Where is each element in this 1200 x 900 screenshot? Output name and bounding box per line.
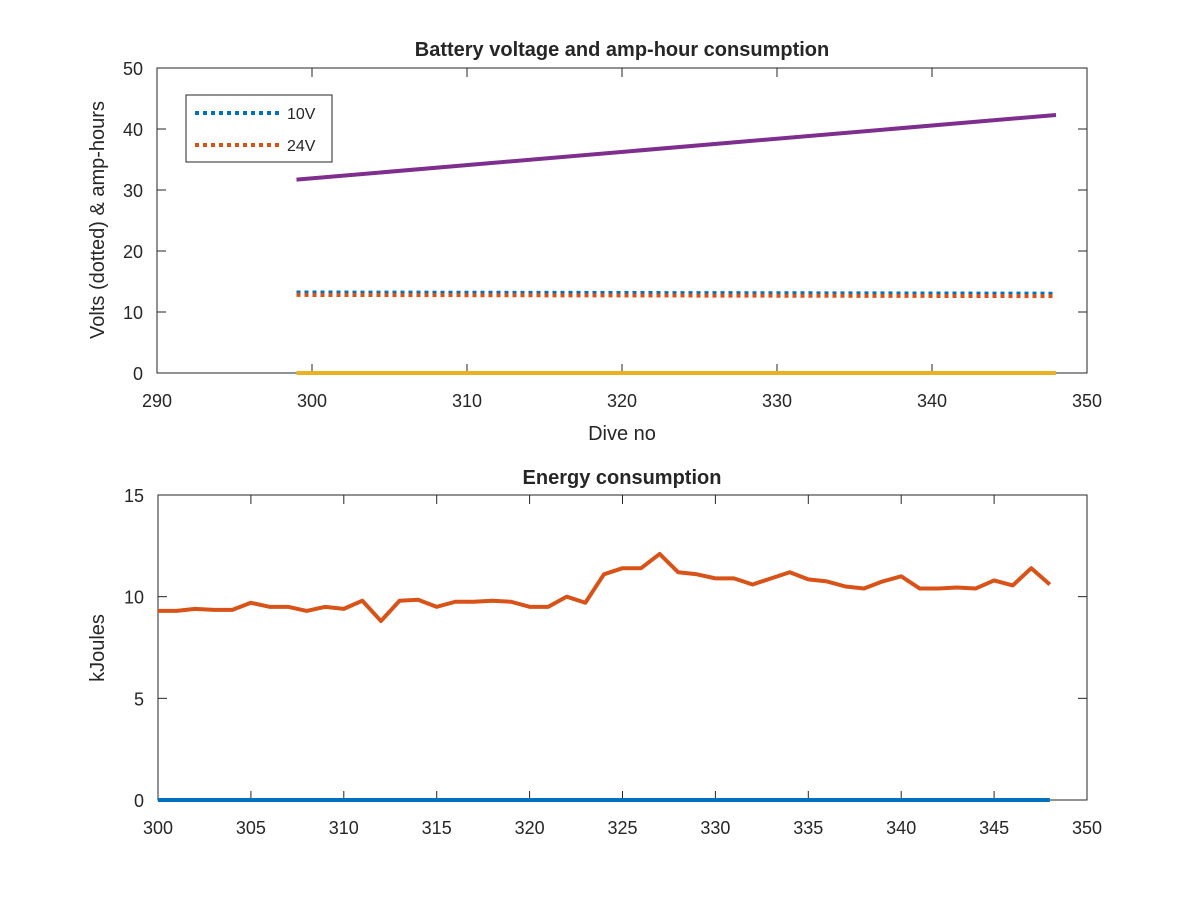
voltage-y-tick-label: 30 xyxy=(123,181,143,201)
energy-x-tick-label: 325 xyxy=(607,818,637,838)
energy-x-tick-label: 345 xyxy=(979,818,1009,838)
energy-series-line-1 xyxy=(158,551,1052,624)
voltage-x-tick-label: 310 xyxy=(452,391,482,411)
voltage-chart-y-axis-label: Volts (dotted) & amp-hours xyxy=(87,101,109,339)
energy-chart: 300 305 310 315 320 325 330 335 340 345 350051015 … xyxy=(87,467,1102,838)
voltage-y-tick-label: 40 xyxy=(123,120,143,140)
energy-y-tick-label: 5 xyxy=(134,689,144,709)
voltage-series-line-3 xyxy=(296,112,1057,182)
voltage-x-tick-label: 290 xyxy=(142,391,172,411)
voltage-x-tick-label: 330 xyxy=(762,391,792,411)
energy-chart-axes-box xyxy=(157,494,1088,801)
energy-x-tick-label: 300 xyxy=(143,818,173,838)
voltage-y-tick-label: 0 xyxy=(133,364,143,384)
voltage-chart-series xyxy=(296,112,1057,375)
voltage-series-line-10v xyxy=(296,290,1057,296)
voltage-y-tick-label: 20 xyxy=(123,242,143,262)
voltage-chart-title: Battery voltage and amp-hour consumption xyxy=(415,39,829,61)
energy-x-tick-label: 340 xyxy=(886,818,916,838)
energy-chart-title: Energy consumption xyxy=(523,467,722,489)
voltage-x-tick-label: 320 xyxy=(607,391,637,411)
legend-label-24v: 24V xyxy=(287,138,316,155)
voltage-y-tick-label: 50 xyxy=(123,59,143,79)
energy-x-tick-label: 350 xyxy=(1072,818,1102,838)
energy-x-tick-label: 320 xyxy=(515,818,545,838)
voltage-chart-x-axis-label: Dive no xyxy=(588,423,656,445)
energy-x-tick-label: 305 xyxy=(236,818,266,838)
energy-y-tick-label: 10 xyxy=(124,588,144,608)
energy-x-tick-label: 315 xyxy=(422,818,452,838)
energy-y-tick-label: 0 xyxy=(134,791,144,811)
voltage-y-tick-label: 10 xyxy=(123,303,143,323)
legend-label-10v: 10V xyxy=(287,106,316,123)
voltage-x-tick-label: 340 xyxy=(917,391,947,411)
energy-x-tick-label: 330 xyxy=(700,818,730,838)
voltage-chart-legend: 10V 24V xyxy=(185,94,333,163)
energy-y-tick-label: 15 xyxy=(124,486,144,506)
voltage-chart: 290 300 310 320 330 340 350 0 10 20 30 40 50 Battery… xyxy=(87,39,1102,445)
voltage-x-tick-label: 350 xyxy=(1072,391,1102,411)
energy-x-tick-label: 335 xyxy=(793,818,823,838)
voltage-chart-ticks: 290 300 310 320 330 340 350 0 10 20 30 40 50 xyxy=(123,59,1102,411)
voltage-x-tick-label: 300 xyxy=(297,391,327,411)
legend-box xyxy=(185,94,333,163)
energy-chart-series xyxy=(158,551,1052,802)
energy-chart-y-axis-label: kJoules xyxy=(87,614,109,682)
energy-x-tick-label: 310 xyxy=(329,818,359,838)
voltage-series-line-24v xyxy=(296,292,1057,299)
energy-chart-ticks: 300 305 310 315 320 325 330 335 340 345 350 0 5 10 15 xyxy=(124,486,1102,838)
